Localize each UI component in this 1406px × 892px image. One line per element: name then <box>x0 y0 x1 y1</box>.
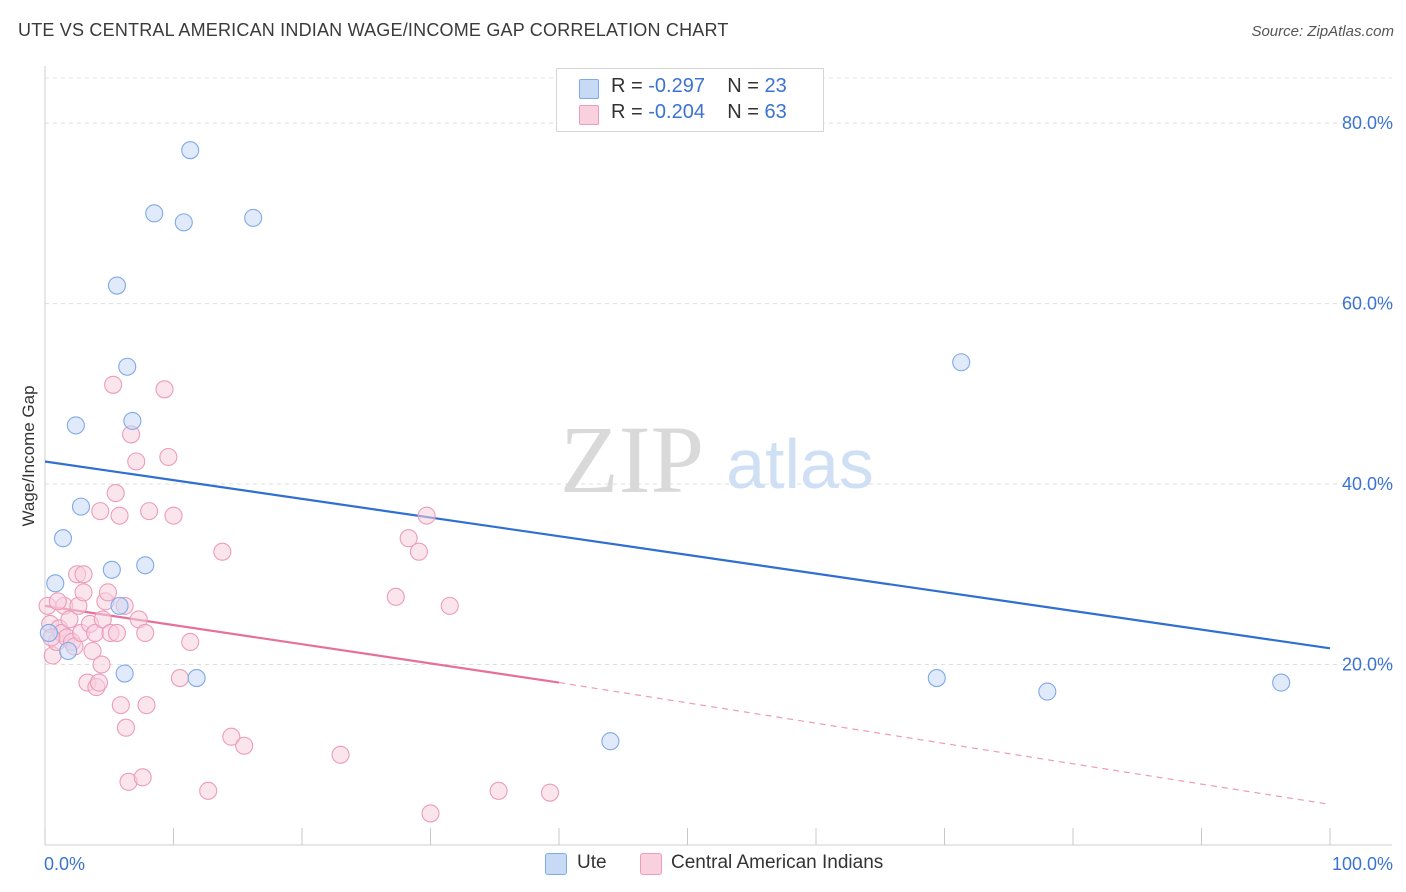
ute-legend-swatch <box>545 853 567 875</box>
cai-point <box>91 502 110 521</box>
cai-point <box>104 375 123 394</box>
ute-swatch <box>579 79 599 99</box>
ute-point <box>601 732 620 751</box>
cai-point <box>181 632 200 652</box>
gridlines <box>45 77 1392 666</box>
cai-point <box>93 610 112 629</box>
data-points <box>38 141 1291 823</box>
r-label: R = <box>611 101 643 123</box>
ute-point <box>136 556 155 575</box>
ute-point <box>59 641 78 661</box>
axes <box>44 66 1392 846</box>
cai-point <box>107 623 127 642</box>
cai-legend-swatch <box>640 853 662 875</box>
ute-point <box>123 411 142 430</box>
ute-point <box>46 574 65 593</box>
cai-point <box>213 542 232 561</box>
cai-r-value: -0.204 <box>648 101 705 123</box>
cai-point <box>155 380 174 399</box>
r-label: R = <box>611 75 643 97</box>
ute-point <box>115 664 134 683</box>
ute-legend-label: Ute <box>577 852 607 873</box>
n-label: N = <box>727 101 759 123</box>
ute-point <box>71 497 91 516</box>
cai-point <box>60 610 79 629</box>
ute-point <box>1272 673 1291 692</box>
ute-point <box>145 204 164 223</box>
cai-point <box>89 673 109 692</box>
cai-point <box>136 623 155 642</box>
ute-point <box>53 529 73 548</box>
cai-point <box>74 583 93 602</box>
cai-point <box>170 669 189 688</box>
correlation-legend: R = -0.297 N = 23 R = -0.204 N = 63 <box>556 68 824 132</box>
cai-point <box>540 783 560 802</box>
ute-point <box>118 357 137 376</box>
ute-point <box>187 669 206 688</box>
cai-point <box>140 502 159 521</box>
cai-point <box>440 596 459 615</box>
cai-point <box>92 655 111 674</box>
ute-point <box>66 416 85 435</box>
ute-point <box>110 596 129 615</box>
x-tick-label: 0.0% <box>44 854 85 874</box>
ute-point <box>174 213 193 232</box>
source-label: Source: ZipAtlas.com <box>1251 23 1394 40</box>
cai-point <box>116 718 136 737</box>
cai-point <box>127 452 146 471</box>
ute-point <box>107 276 127 295</box>
cai-point <box>331 745 350 764</box>
cai-point <box>137 696 156 715</box>
ute-point <box>181 141 200 160</box>
cai-point <box>164 506 183 525</box>
cai-point <box>489 781 508 800</box>
tick-labels: 80.0% 60.0% 40.0% 20.0% 0.0% 100.0% <box>44 113 1393 874</box>
watermark: ZIP atlas <box>560 406 874 513</box>
ute-point <box>244 208 263 227</box>
y-axis-label: Wage/Income Gap <box>19 385 38 526</box>
x-tick-label: 100.0% <box>1332 854 1393 874</box>
cai-legend-label: Central American Indians <box>671 852 884 873</box>
cai-point <box>386 587 405 606</box>
cai-point <box>106 484 125 503</box>
y-tick-label: 60.0% <box>1342 294 1393 314</box>
n-label: N = <box>727 75 759 97</box>
cai-point <box>199 781 218 800</box>
cai-point <box>83 641 102 661</box>
ute-trend-line <box>44 460 1331 650</box>
cai-point <box>133 768 152 787</box>
cai-point <box>222 727 241 746</box>
cai-point <box>111 696 130 715</box>
y-tick-label: 80.0% <box>1342 113 1393 133</box>
watermark-atlas: atlas <box>726 425 874 503</box>
cai-point <box>74 565 93 584</box>
watermark-zip: ZIP <box>560 406 704 513</box>
cai-point <box>421 804 440 823</box>
cai-point <box>98 583 118 602</box>
cai-point <box>235 736 254 755</box>
y-tick-label: 40.0% <box>1342 474 1393 494</box>
cai-point <box>159 447 178 467</box>
y-tick-label: 20.0% <box>1342 655 1393 675</box>
ute-point <box>102 560 121 579</box>
cai-swatch <box>579 105 599 125</box>
cai-trend-extension <box>558 681 1331 805</box>
chart-title: UTE VS CENTRAL AMERICAN INDIAN WAGE/INCO… <box>18 20 729 40</box>
cai-point <box>110 506 129 525</box>
ute-point <box>39 623 58 642</box>
ute-point <box>927 669 946 688</box>
ute-point <box>952 353 971 372</box>
cai-point <box>417 506 436 525</box>
cai-point <box>409 542 428 561</box>
cai-point <box>399 529 418 548</box>
ute-n-value: 23 <box>764 75 787 97</box>
cai-point <box>48 592 67 611</box>
ute-point <box>1038 682 1057 701</box>
ute-r-value: -0.297 <box>648 75 705 97</box>
cai-n-value: 63 <box>764 101 787 123</box>
